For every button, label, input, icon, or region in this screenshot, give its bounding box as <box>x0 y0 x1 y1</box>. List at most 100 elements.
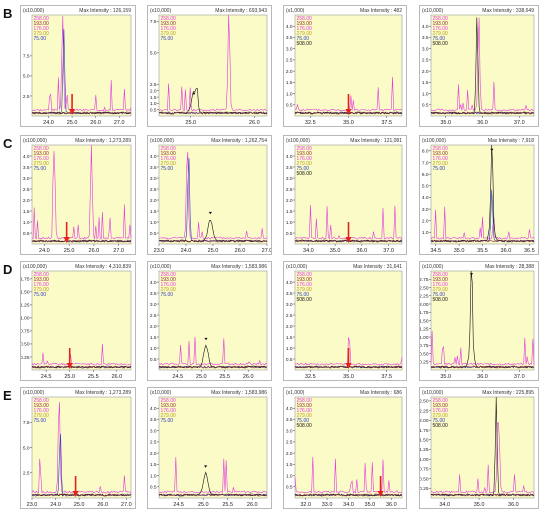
chromatogram-svg: (x1,000) Max Intensity : 482 32.5 35.0 37.5 0… <box>286 8 403 126</box>
max-intensity-label: Max Intensity : 1,583,986 <box>211 264 267 270</box>
legend-entry: 279.00 <box>297 287 313 293</box>
y-tick-label: 2.0 <box>422 219 429 225</box>
y-tick-label: 4.0 <box>422 24 429 30</box>
trace-line <box>430 365 535 369</box>
trace-line <box>158 14 268 112</box>
x-tick-label: 33.0 <box>322 502 333 508</box>
y-tick-label: 2.5 <box>286 58 293 64</box>
y-tick-label: 1.5 <box>286 462 293 468</box>
y-tick-label: 1.5 <box>150 462 157 468</box>
chromatogram-panel: (x10,000) Max Intensity : 1,583,986 24.5 25… <box>147 387 272 509</box>
y-tick-label: 8.0 <box>422 149 429 155</box>
chromatogram-svg: (x10,000) Max Intensity : 126,159 24.0 25.0… <box>23 8 132 126</box>
y-tick-label: 5.0 <box>23 445 30 451</box>
x-tick-label: 24.0 <box>39 248 50 254</box>
legend-entry: 75.00 <box>433 36 446 42</box>
chromatogram-svg: (x10,000) Max Intensity : 225,895 34.0 35.0… <box>420 390 535 508</box>
x-tick-label: 24.0 <box>50 502 61 508</box>
plot-area <box>158 270 268 371</box>
red-arrow-head <box>69 109 76 115</box>
y-tick-label: 4.0 <box>422 195 429 201</box>
y-tick-label: 1.25 <box>420 327 429 333</box>
y-tick-label: 0.5 <box>150 357 157 363</box>
y-tick-label: 3.5 <box>150 291 157 297</box>
y-tick-label: 2.50 <box>420 399 429 405</box>
x-tick-label: 26.0 <box>243 374 254 380</box>
x-tick-label: 27.0 <box>114 120 125 126</box>
y-tick-label: 2.0 <box>150 198 157 204</box>
y-tick-label: 1.5 <box>286 335 293 341</box>
plot-area <box>31 14 132 117</box>
x-tick-label: 35.0 <box>440 120 451 126</box>
y-tick-label: 1.5 <box>150 335 157 341</box>
y-tick-label: 2.0 <box>150 451 157 457</box>
trace-line <box>430 206 535 240</box>
y-tick-label: 2.0 <box>422 69 429 75</box>
legend-entry: 176.00 <box>161 282 177 288</box>
y-tick-label: 1.0 <box>422 91 429 97</box>
legend-entry: 176.00 <box>297 408 313 414</box>
red-arrow-head <box>72 491 79 497</box>
legend-entry: 75.00 <box>161 292 174 298</box>
y-tick-label: 0.50 <box>420 476 429 482</box>
x-tick-label: 25.5 <box>88 374 99 380</box>
chromatogram-svg: (x10,000) Max Intensity : 31,641 32.5 35.0 3… <box>286 264 403 380</box>
legend-entry: 176.00 <box>34 26 50 32</box>
chromatogram-panel: (x10,000) Max Intensity : 338,649 35.0 36.0… <box>419 5 539 127</box>
trace-line <box>31 144 132 240</box>
trace-line <box>294 493 403 497</box>
chromatogram-svg: (x100,000) Max Intensity : 121,081 34.0 35.… <box>286 138 403 254</box>
x-tick-label: 32.0 <box>300 502 311 508</box>
x-tick-label: 34.0 <box>303 248 314 254</box>
y-tick-label: 1.0 <box>150 220 157 226</box>
y-tick-label: 1.00 <box>420 335 429 341</box>
y-tick-label: 1.75 <box>420 310 429 316</box>
y-tick-label: 1.0 <box>286 473 293 479</box>
chromatogram-svg: (x10,000) Max Intensity : 693,943 25.0 26.0… <box>150 8 268 126</box>
x-tick-label: 26.0 <box>249 120 260 126</box>
x-tick-label: 24.0 <box>181 248 192 254</box>
x-tick-label: 34.5 <box>430 248 441 254</box>
peak-marker <box>208 211 212 215</box>
x-tick-label: 35.0 <box>440 374 451 380</box>
trace-line <box>431 493 535 497</box>
x-tick-label: 25.0 <box>64 248 75 254</box>
y-tick-label: 2.25 <box>420 294 429 300</box>
legend-entry: 508.00 <box>297 41 313 47</box>
y-tick-label: 3.5 <box>150 165 157 171</box>
y-tick-label: 1.75 <box>21 277 30 283</box>
y-tick-label: 7.5 <box>23 420 30 426</box>
y-tick-label: 2.5 <box>286 440 293 446</box>
legend-entry: 176.00 <box>161 408 177 414</box>
y-tick-label: 2.5 <box>23 187 30 193</box>
y-tick-label: 5.0 <box>422 184 429 190</box>
trace-line <box>158 111 268 115</box>
y-tick-label: 4.0 <box>23 154 30 160</box>
legend-entry: 193.00 <box>433 151 449 157</box>
x-tick-label: 25.0 <box>74 502 85 508</box>
legend-entry: 75.00 <box>297 36 310 42</box>
legend-entry: 508.00 <box>433 41 449 47</box>
legend-entry: 258.00 <box>433 16 449 22</box>
max-intensity-label: Max Intensity : 1,262,754 <box>211 138 267 144</box>
y-tick-label: 3.5 <box>150 417 157 423</box>
red-arrow-head <box>345 237 352 243</box>
plot-area <box>31 144 132 245</box>
legend-entry: 279.00 <box>34 413 50 419</box>
row-label-d: D <box>3 262 13 277</box>
chromatogram-panel: (x1,000) Max Intensity : 686 32.0 33.0 34.0 3… <box>283 387 407 509</box>
y-tick-label: 2.0 <box>150 324 157 330</box>
x-tick-label: 27.0 <box>113 248 124 254</box>
x-tick-label: 36.0 <box>508 502 519 508</box>
y-tick-label: 1.25 <box>420 447 429 453</box>
trace-line <box>430 270 535 369</box>
legend-entry: 279.00 <box>433 161 449 167</box>
max-intensity-label: Max Intensity : 1,273,289 <box>75 390 131 396</box>
y-tick-label: 2.5 <box>422 58 429 64</box>
scale-label: (x10,000) <box>422 390 443 396</box>
legend-entry: 176.00 <box>34 156 50 162</box>
legend-entry: 75.00 <box>297 418 310 424</box>
chromatogram-panel: (x10,000) Max Intensity : 1,273,289 23.0 24… <box>20 387 136 509</box>
legend-entry: 176.00 <box>433 156 449 162</box>
max-intensity-label: Max Intensity : 126,159 <box>79 8 131 14</box>
